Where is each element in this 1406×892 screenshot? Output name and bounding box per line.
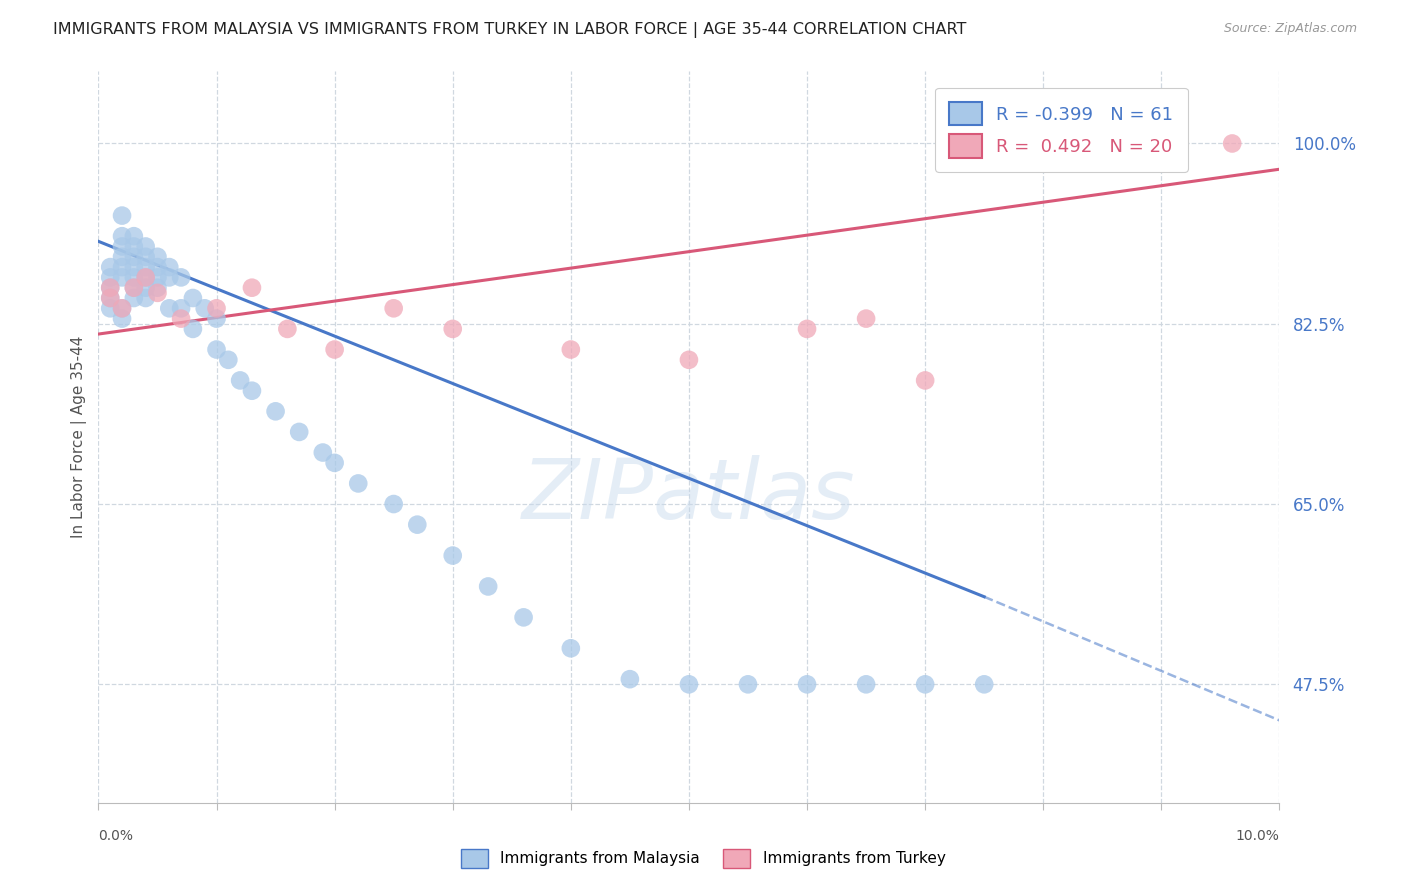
Point [111,301,134,316]
Point [157,301,180,316]
Point [135,260,157,274]
Point [276,322,298,336]
Point [122,239,145,253]
Point [170,270,193,285]
Point [560,641,582,656]
Point [135,239,157,253]
Point [855,311,877,326]
Point [98,270,121,285]
Point [796,322,818,336]
Point [347,476,370,491]
Point [146,250,169,264]
Point [441,549,464,563]
Point [205,311,228,326]
Point [170,301,193,316]
Legend: Immigrants from Malaysia, Immigrants from Turkey: Immigrants from Malaysia, Immigrants fro… [454,843,952,873]
Point [122,250,145,264]
Point [146,285,169,300]
Point [122,270,145,285]
Point [441,322,464,336]
Point [170,311,193,326]
Point [111,260,134,274]
Point [135,270,157,285]
Point [122,260,145,274]
Point [323,343,346,357]
Point [406,517,429,532]
Point [240,384,263,398]
Point [229,373,252,387]
Point [973,677,995,691]
Text: IMMIGRANTS FROM MALAYSIA VS IMMIGRANTS FROM TURKEY IN LABOR FORCE | AGE 35-44 CO: IMMIGRANTS FROM MALAYSIA VS IMMIGRANTS F… [53,22,967,38]
Point [111,301,134,316]
Point [737,677,759,691]
Point [205,301,228,316]
Point [382,301,405,316]
Point [98,301,121,316]
Point [98,260,121,274]
Point [477,579,499,593]
Point [181,322,204,336]
Y-axis label: In Labor Force | Age 35-44: In Labor Force | Age 35-44 [72,336,87,538]
Point [111,311,134,326]
Point [111,229,134,244]
Point [111,270,134,285]
Point [135,250,157,264]
Point [98,281,121,295]
Point [135,270,157,285]
Point [146,270,169,285]
Point [796,677,818,691]
Point [146,260,169,274]
Point [678,677,700,691]
Point [914,373,936,387]
Point [98,281,121,295]
Point [135,291,157,305]
Text: Source: ZipAtlas.com: Source: ZipAtlas.com [1223,22,1357,36]
Point [111,239,134,253]
Point [1220,136,1243,151]
Point [111,250,134,264]
Point [855,677,877,691]
Point [240,281,263,295]
Point [122,281,145,295]
Point [512,610,534,624]
Point [111,209,134,223]
Point [217,352,239,367]
Point [122,281,145,295]
Point [264,404,287,418]
Point [98,291,121,305]
Legend: R = -0.399   N = 61, R =  0.492   N = 20: R = -0.399 N = 61, R = 0.492 N = 20 [935,87,1188,172]
Point [619,672,641,686]
Point [323,456,346,470]
Point [122,291,145,305]
Point [560,343,582,357]
Point [181,291,204,305]
Point [914,677,936,691]
Point [1150,136,1173,151]
Point [157,270,180,285]
Point [678,352,700,367]
Point [312,445,335,459]
Point [157,260,180,274]
Point [382,497,405,511]
Text: 0.0%: 0.0% [98,829,134,843]
Point [135,281,157,295]
Text: 10.0%: 10.0% [1236,829,1279,843]
Point [122,229,145,244]
Point [205,343,228,357]
Point [146,281,169,295]
Text: ZIPatlas: ZIPatlas [522,455,856,536]
Point [288,425,311,439]
Point [194,301,217,316]
Point [98,291,121,305]
